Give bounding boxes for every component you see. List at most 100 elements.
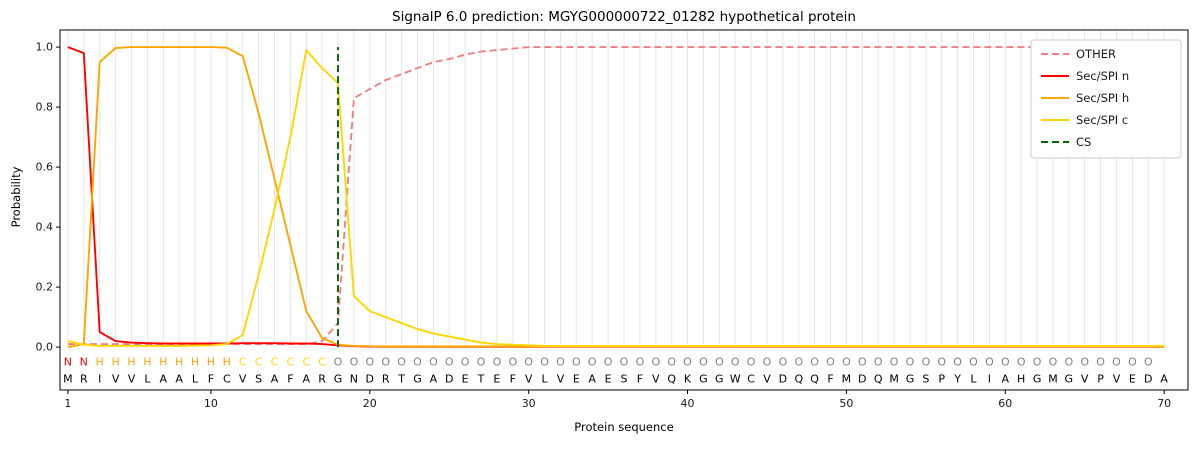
svg-text:V: V bbox=[763, 373, 771, 386]
series-sec-spi-c bbox=[67, 49, 1165, 347]
svg-text:G: G bbox=[334, 373, 343, 386]
svg-text:O: O bbox=[651, 356, 660, 369]
svg-text:C: C bbox=[223, 373, 231, 386]
svg-text:H: H bbox=[175, 356, 183, 369]
svg-text:V: V bbox=[1081, 373, 1089, 386]
svg-text:0.4: 0.4 bbox=[36, 221, 54, 234]
svg-text:O: O bbox=[1017, 356, 1026, 369]
svg-text:F: F bbox=[287, 373, 293, 386]
svg-text:O: O bbox=[1144, 356, 1153, 369]
svg-text:O: O bbox=[683, 356, 692, 369]
svg-text:V: V bbox=[112, 373, 120, 386]
svg-text:S: S bbox=[621, 373, 628, 386]
svg-text:C: C bbox=[302, 356, 310, 369]
svg-text:E: E bbox=[1129, 373, 1136, 386]
svg-text:N: N bbox=[350, 373, 358, 386]
svg-text:C: C bbox=[287, 356, 295, 369]
svg-text:O: O bbox=[794, 356, 803, 369]
svg-text:C: C bbox=[271, 356, 279, 369]
svg-text:Y: Y bbox=[953, 373, 961, 386]
svg-text:R: R bbox=[382, 373, 390, 386]
svg-text:O: O bbox=[556, 356, 565, 369]
svg-text:O: O bbox=[1033, 356, 1042, 369]
svg-text:O: O bbox=[731, 356, 740, 369]
series-sec-spi-n bbox=[67, 46, 1165, 348]
svg-text:O: O bbox=[588, 356, 597, 369]
svg-text:S: S bbox=[255, 373, 262, 386]
svg-text:O: O bbox=[985, 356, 994, 369]
legend-label-sec-spi-n: Sec/SPI n bbox=[1076, 69, 1129, 83]
svg-text:Q: Q bbox=[667, 373, 676, 386]
svg-text:N: N bbox=[80, 356, 88, 369]
svg-text:V: V bbox=[239, 373, 247, 386]
svg-text:G: G bbox=[715, 373, 724, 386]
svg-text:O: O bbox=[540, 356, 549, 369]
svg-text:O: O bbox=[620, 356, 629, 369]
svg-text:A: A bbox=[430, 373, 438, 386]
svg-text:0.2: 0.2 bbox=[36, 281, 54, 294]
svg-text:O: O bbox=[445, 356, 454, 369]
svg-text:R: R bbox=[80, 373, 88, 386]
chart-title: SignalP 6.0 prediction: MGYG000000722_01… bbox=[392, 9, 856, 25]
svg-text:Q: Q bbox=[874, 373, 883, 386]
svg-text:R: R bbox=[318, 373, 326, 386]
svg-text:N: N bbox=[64, 356, 72, 369]
svg-text:L: L bbox=[970, 373, 977, 386]
svg-text:C: C bbox=[318, 356, 326, 369]
svg-text:O: O bbox=[826, 356, 835, 369]
svg-text:L: L bbox=[542, 373, 549, 386]
svg-text:O: O bbox=[413, 356, 422, 369]
svg-text:T: T bbox=[477, 373, 485, 386]
svg-text:O: O bbox=[810, 356, 819, 369]
svg-text:O: O bbox=[334, 356, 343, 369]
svg-text:C: C bbox=[255, 356, 263, 369]
svg-text:60: 60 bbox=[998, 397, 1012, 410]
svg-text:O: O bbox=[890, 356, 899, 369]
legend-label-cs: CS bbox=[1076, 135, 1091, 149]
svg-text:F: F bbox=[208, 373, 214, 386]
svg-text:W: W bbox=[730, 373, 741, 386]
svg-text:G: G bbox=[1033, 373, 1042, 386]
svg-text:M: M bbox=[1048, 373, 1058, 386]
svg-text:O: O bbox=[779, 356, 788, 369]
svg-text:O: O bbox=[1096, 356, 1105, 369]
svg-text:V: V bbox=[525, 373, 533, 386]
svg-text:L: L bbox=[192, 373, 199, 386]
svg-text:O: O bbox=[636, 356, 645, 369]
svg-text:D: D bbox=[858, 373, 866, 386]
svg-text:0.8: 0.8 bbox=[36, 101, 54, 114]
svg-text:O: O bbox=[906, 356, 915, 369]
svg-text:M: M bbox=[889, 373, 899, 386]
svg-text:0.0: 0.0 bbox=[36, 341, 54, 354]
legend-label-other: OTHER bbox=[1076, 47, 1116, 61]
svg-text:A: A bbox=[160, 373, 168, 386]
svg-text:H: H bbox=[111, 356, 119, 369]
svg-text:G: G bbox=[699, 373, 708, 386]
svg-text:O: O bbox=[969, 356, 978, 369]
svg-text:O: O bbox=[842, 356, 851, 369]
svg-text:F: F bbox=[827, 373, 833, 386]
svg-text:D: D bbox=[366, 373, 374, 386]
svg-text:A: A bbox=[175, 373, 183, 386]
svg-text:O: O bbox=[922, 356, 931, 369]
svg-text:P: P bbox=[1097, 373, 1104, 386]
svg-text:C: C bbox=[747, 373, 755, 386]
svg-text:H: H bbox=[96, 356, 104, 369]
y-axis-label: Probability bbox=[9, 166, 23, 228]
svg-text:1: 1 bbox=[64, 397, 71, 410]
svg-text:V: V bbox=[1113, 373, 1121, 386]
svg-text:O: O bbox=[350, 356, 359, 369]
svg-text:O: O bbox=[1080, 356, 1089, 369]
svg-text:O: O bbox=[1049, 356, 1058, 369]
svg-text:H: H bbox=[207, 356, 215, 369]
svg-text:L: L bbox=[144, 373, 151, 386]
svg-text:30: 30 bbox=[522, 397, 536, 410]
svg-text:O: O bbox=[477, 356, 486, 369]
svg-text:D: D bbox=[779, 373, 787, 386]
x-axis-ticks: 1 10 20 30 40 50 60 70 bbox=[64, 390, 1171, 410]
svg-text:E: E bbox=[573, 373, 580, 386]
svg-text:E: E bbox=[605, 373, 612, 386]
svg-text:O: O bbox=[461, 356, 470, 369]
